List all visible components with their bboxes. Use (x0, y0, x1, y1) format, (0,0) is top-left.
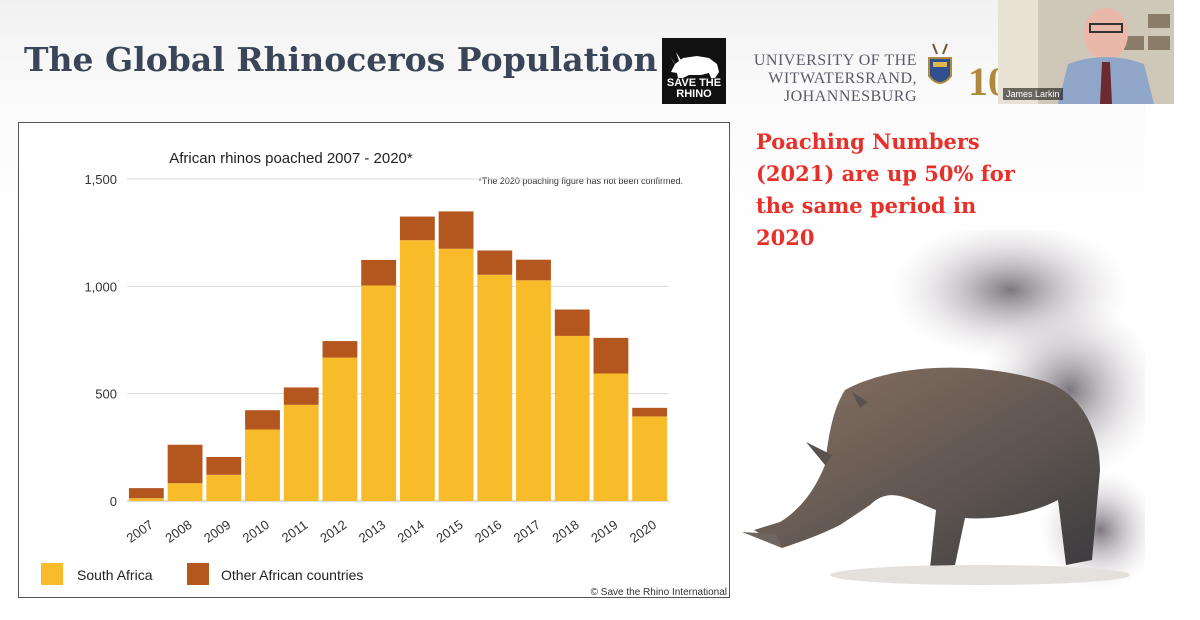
university-line-1: UNIVERSITY OF THE (753, 52, 917, 69)
poaching-callout: Poaching Numbers (2021) are up 50% for t… (756, 129, 1015, 250)
bar-other-african (361, 259, 397, 286)
bar-south-africa (593, 373, 629, 501)
presenter-name: James Larkin (1003, 88, 1063, 100)
bar-south-africa (206, 474, 242, 501)
bar-south-africa (632, 416, 668, 501)
university-crest-icon (928, 43, 952, 84)
university-line-3: JOHANNESBURG (783, 88, 917, 105)
bar-other-african (477, 250, 513, 275)
bar-other-african (167, 444, 203, 484)
x-tick-label: 2013 (356, 517, 388, 546)
legend-swatch-other-african (187, 563, 209, 585)
y-tick-label: 0 (110, 494, 117, 509)
bar-other-african (245, 410, 280, 430)
chart-title: African rhinos poached 2007 - 2020* (169, 150, 413, 167)
stacked-bar-chart: African rhinos poached 2007 - 2020* *The … (41, 150, 727, 597)
y-tick-label: 500 (95, 387, 117, 402)
legend-swatch-south-africa (41, 563, 63, 585)
bar-other-african (283, 387, 319, 405)
x-tick-label: 2015 (433, 517, 465, 546)
bar-south-africa (477, 274, 513, 501)
x-tick-label: 2009 (201, 517, 233, 546)
x-tick-label: 2011 (279, 517, 311, 545)
x-tick-label: 2017 (511, 517, 543, 546)
x-tick-label: 2014 (395, 517, 427, 546)
x-tick-label: 2007 (124, 517, 156, 546)
x-tick-label: 2012 (317, 517, 349, 546)
bar-south-africa (554, 335, 590, 501)
university-name: UNIVERSITY OF THE WITWATERSRAND, JOHANNE… (745, 52, 917, 106)
chart-footnote: *The 2020 poaching figure has not been c… (478, 176, 683, 186)
bar-other-african (632, 407, 668, 417)
chart-panel: African rhinos poached 2007 - 2020* *The … (18, 122, 730, 598)
logo-text: SAVE THE RHINO (666, 77, 722, 100)
bar-other-african (206, 456, 242, 475)
presenter-video-icon (998, 0, 1174, 104)
y-tick-label: 1,500 (84, 172, 117, 187)
bar-south-africa (516, 280, 551, 501)
bar-south-africa (245, 429, 280, 501)
legend-label-south-africa: South Africa (77, 567, 153, 583)
x-tick-label: 2016 (472, 517, 504, 546)
bar-south-africa (167, 483, 203, 501)
rhino-logo-icon (670, 52, 719, 78)
x-tick-label: 2018 (549, 517, 581, 546)
y-tick-label: 1,000 (84, 279, 117, 294)
bar-south-africa (361, 285, 397, 501)
legend-label-other-african: Other African countries (221, 567, 363, 583)
bar-south-africa (399, 240, 435, 501)
x-tick-label: 2020 (627, 517, 659, 546)
bar-other-african (554, 309, 590, 336)
bar-other-african (593, 337, 629, 374)
x-tick-label: 2008 (162, 517, 194, 546)
slide-title: The Global Rhinoceros Population (24, 40, 658, 79)
x-tick-label: 2019 (588, 517, 620, 546)
rhino-illustration (742, 230, 1145, 590)
bar-other-african (438, 211, 474, 249)
chart-credit: © Save the Rhino International (591, 587, 727, 597)
bar-south-africa (438, 248, 474, 501)
bar-other-african (516, 259, 551, 281)
bar-south-africa (322, 357, 358, 501)
x-tick-label: 2010 (240, 517, 272, 546)
bar-other-african (128, 488, 164, 499)
bar-other-african (399, 216, 435, 241)
university-line-2: WITWATERSRAND, (768, 70, 917, 87)
bar-south-africa (128, 498, 164, 501)
webcam-thumbnail[interactable]: James Larkin (998, 0, 1174, 104)
bar-other-african (322, 341, 358, 358)
save-the-rhino-logo: SAVE THE RHINO (662, 38, 726, 104)
bar-south-africa (283, 404, 319, 501)
presentation-slide: The Global Rhinoceros Population SAVE TH… (0, 0, 1145, 620)
